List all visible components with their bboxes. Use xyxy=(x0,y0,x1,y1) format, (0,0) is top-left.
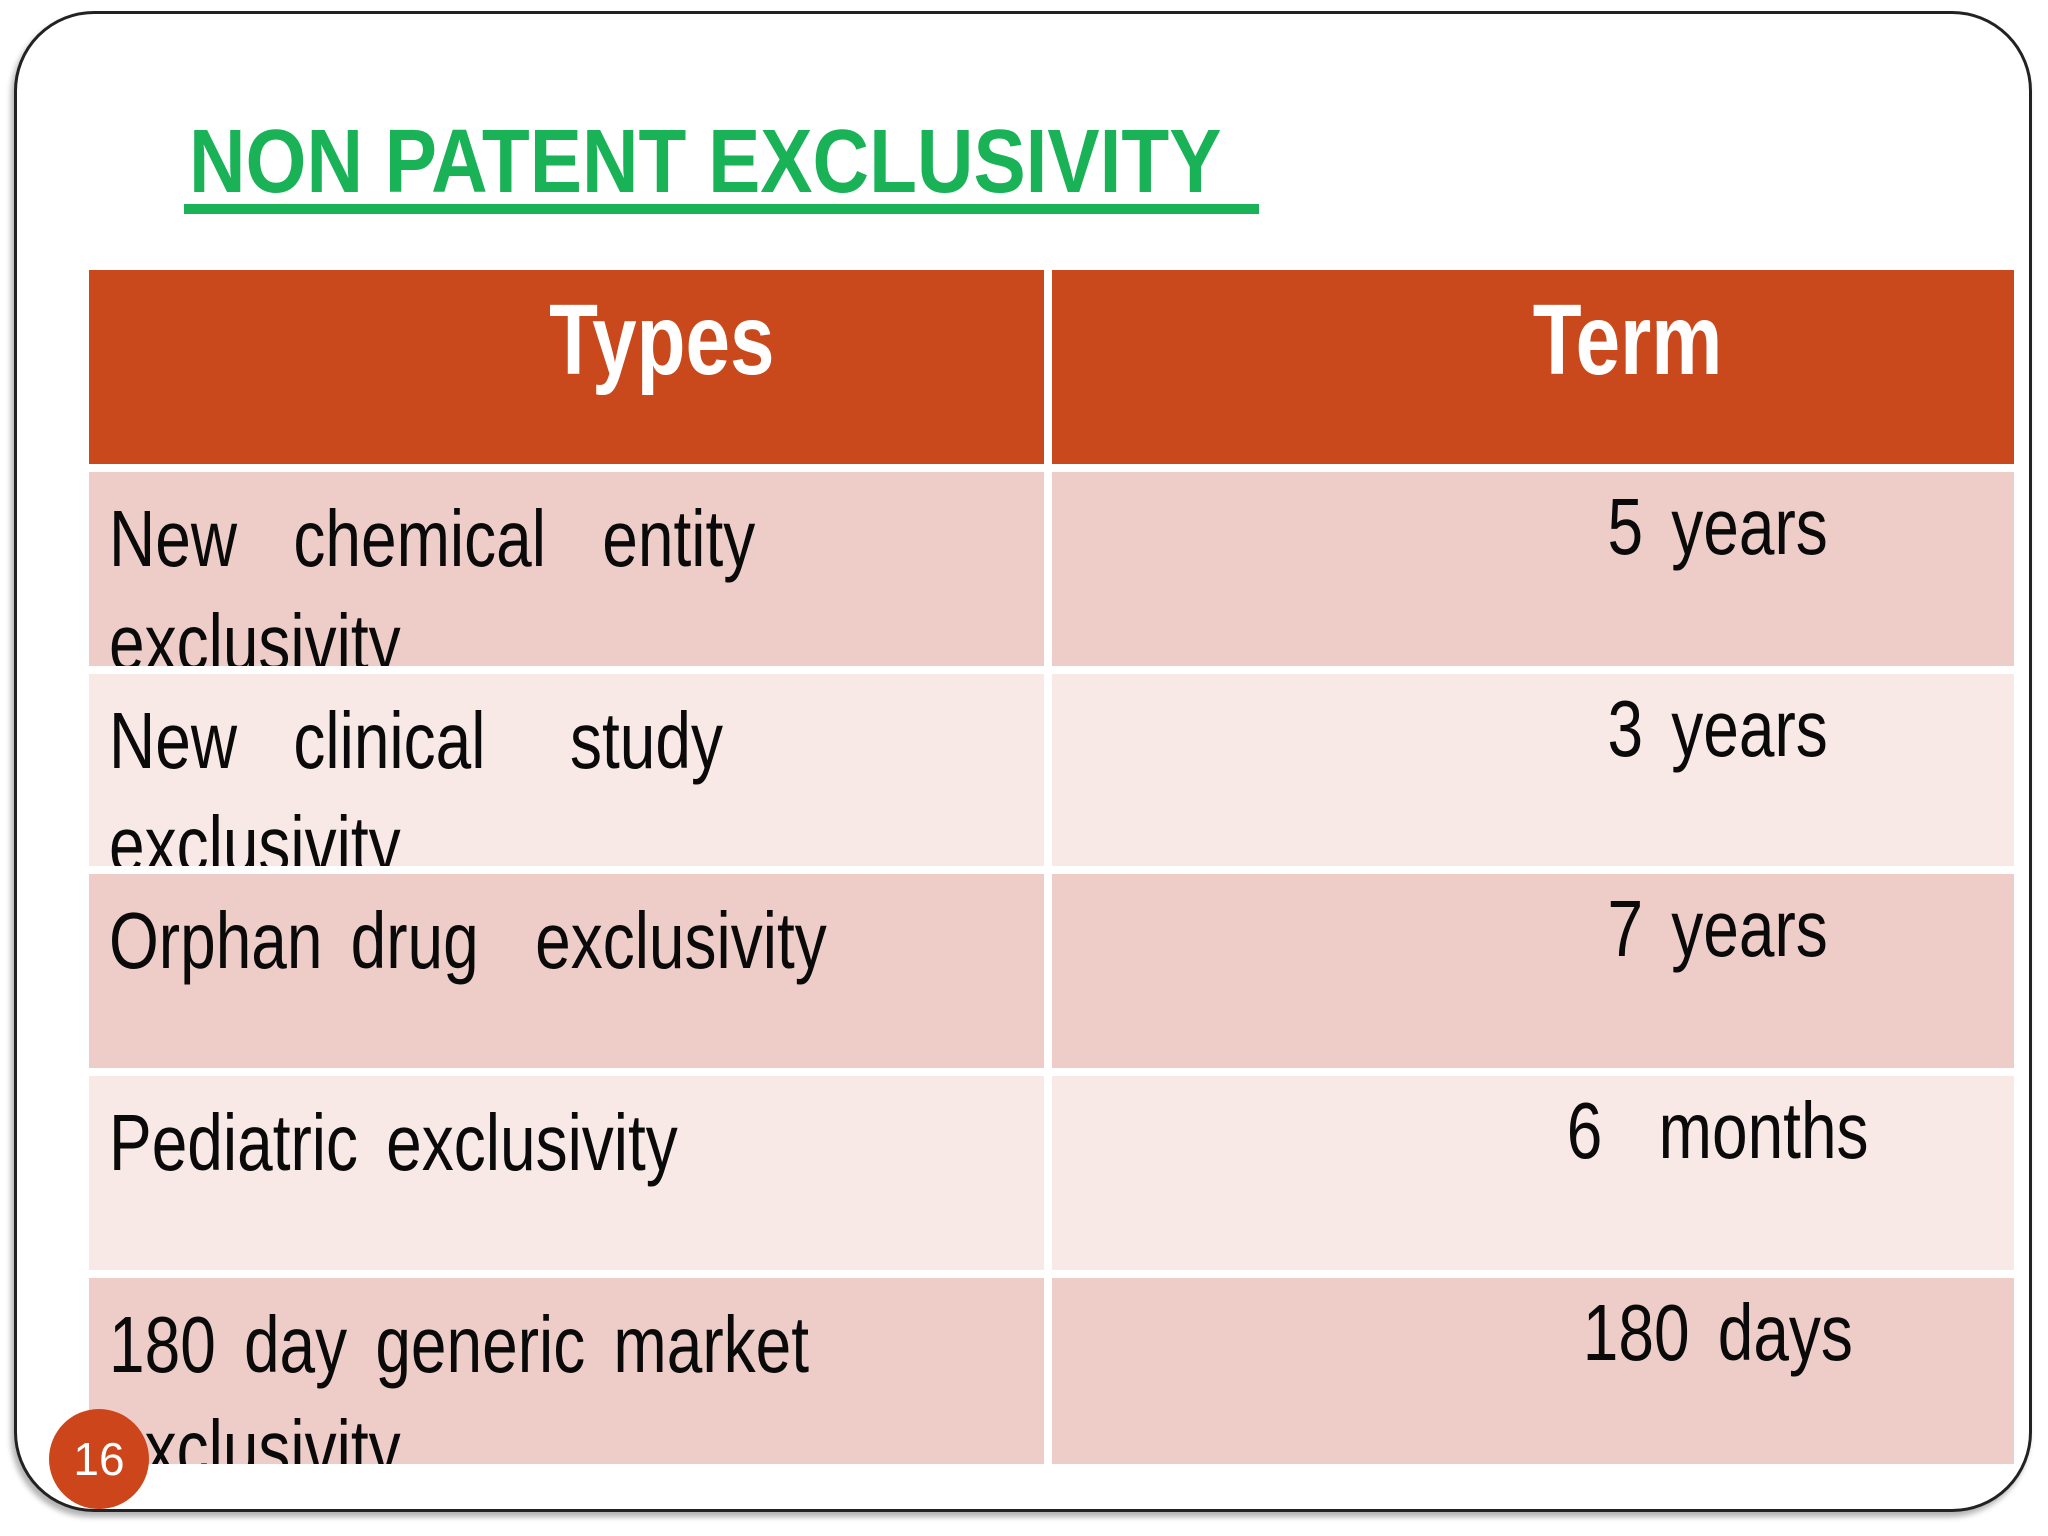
table-row-5-term-text: 180 days xyxy=(1582,1288,1854,1377)
page-number-text: 16 xyxy=(73,1433,125,1485)
title-underline xyxy=(184,204,1259,214)
table-row-3-term-cell: 7 years xyxy=(1052,874,2014,1068)
table-row-4-term-text: 6 months xyxy=(1567,1086,1869,1175)
column-header-types: Types xyxy=(89,270,1044,464)
table-row-3-type-cell: Orphan drug exclusivity xyxy=(89,874,1044,1068)
table-row-1-term-text: 5 years xyxy=(1607,482,1829,571)
column-header-term: Term xyxy=(1052,270,2014,464)
page-number-badge: 16 xyxy=(49,1409,149,1509)
table-row-5-term-cell: 180 days xyxy=(1052,1278,2014,1464)
exclusivity-table: Types Term New chemical entity exclusivi… xyxy=(89,270,2014,1464)
table-row-2-term-text: 3 years xyxy=(1607,684,1829,773)
table-row-4-type-text: Pediatric exclusivity xyxy=(109,1098,678,1187)
table-row-1-type-cell: New chemical entity exclusivity xyxy=(89,472,1044,666)
table-row-4-type-cell: Pediatric exclusivity xyxy=(89,1076,1044,1270)
table-row-1-type-text: New chemical entity exclusivity xyxy=(109,494,756,666)
table-row-3-term-text: 7 years xyxy=(1607,884,1829,973)
table-row-2-term-cell: 3 years xyxy=(1052,674,2014,866)
slide-frame: NON PATENT EXCLUSIVITY Types Term New ch… xyxy=(14,11,2032,1512)
slide-title-text: NON PATENT EXCLUSIVITY xyxy=(189,112,1222,212)
table-row-2-type-cell: New clinical study exclusivity xyxy=(89,674,1044,866)
column-header-term-label: Term xyxy=(1533,284,1723,396)
table-row-5-type-text: 180 day generic market exclusivity xyxy=(109,1300,810,1464)
slide-title: NON PATENT EXCLUSIVITY xyxy=(189,117,1221,207)
table-row-3-type-text: Orphan drug exclusivity xyxy=(109,896,827,985)
table-row-2-type-text: New clinical study exclusivity xyxy=(109,696,723,866)
table-row-4-term-cell: 6 months xyxy=(1052,1076,2014,1270)
column-header-types-label: Types xyxy=(548,284,775,396)
table-row-5-type-cell: 180 day generic market exclusivity xyxy=(89,1278,1044,1464)
table-row-1-term-cell: 5 years xyxy=(1052,472,2014,666)
